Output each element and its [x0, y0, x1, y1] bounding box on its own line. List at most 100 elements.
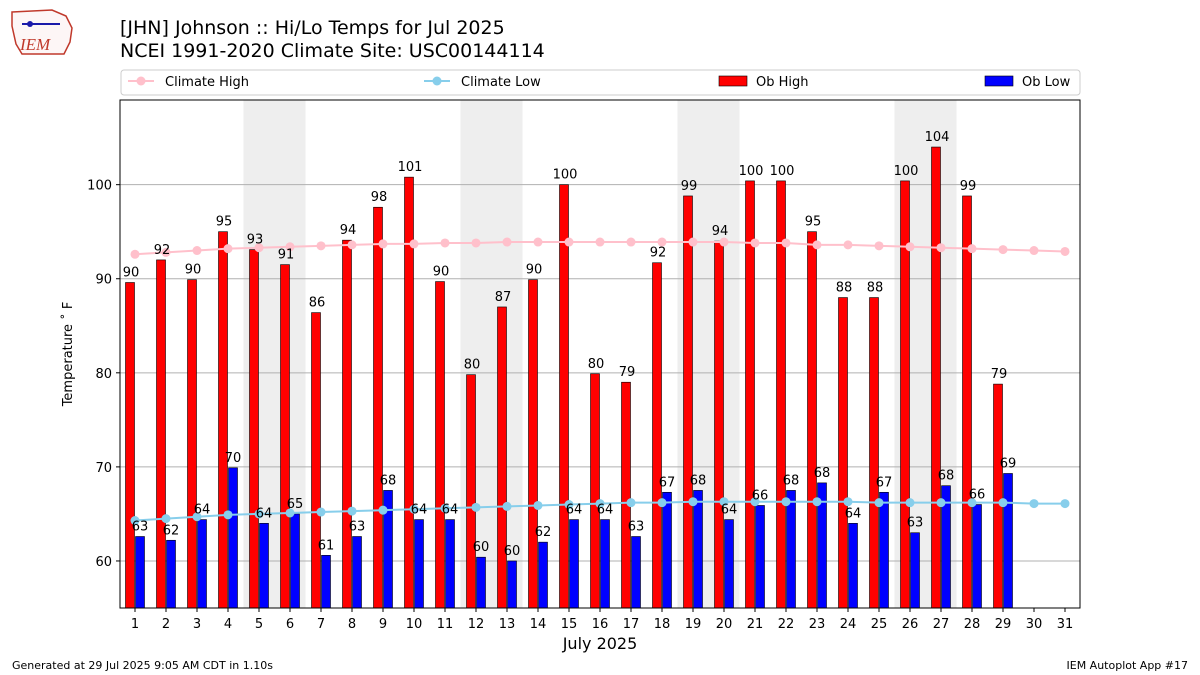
legend-label: Climate Low	[461, 75, 541, 90]
climate-low-point	[316, 507, 326, 517]
ob-low-bar	[290, 513, 300, 609]
ob-low-bar	[569, 519, 579, 609]
climate-low-point	[1060, 499, 1070, 509]
climate-high-point	[440, 238, 450, 248]
ob-low-bar	[321, 555, 331, 609]
climate-low-point	[285, 508, 295, 518]
ob-low-label: 65	[287, 497, 304, 512]
x-tick-label: 5	[255, 617, 263, 632]
x-axis-label: July 2025	[562, 634, 638, 653]
ob-high-label: 104	[925, 130, 950, 145]
ob-low-label: 64	[256, 506, 273, 521]
climate-high-point	[719, 237, 729, 247]
ob-high-bar	[683, 195, 693, 609]
ob-high-bar	[993, 383, 1003, 609]
climate-low-point	[440, 503, 450, 513]
ob-low-label: 68	[814, 466, 831, 481]
ob-high-bar	[714, 240, 724, 609]
iowa-outline-icon	[11, 9, 73, 55]
climate-low-point	[192, 512, 202, 522]
ob-high-label: 88	[867, 281, 884, 296]
legend: Climate High Climate Low Ob High Ob Low	[120, 69, 1081, 96]
ob-low-label: 64	[442, 503, 459, 518]
ob-low-bar	[538, 541, 548, 609]
ob-low-bar	[445, 519, 455, 609]
legend-label: Climate High	[165, 75, 249, 90]
ob-low-bar	[166, 539, 176, 609]
ob-high-label: 100	[894, 164, 919, 179]
climate-high-point	[905, 242, 915, 252]
x-tick-label: 29	[995, 617, 1012, 632]
climate-high-point	[595, 237, 605, 247]
climate-high-point	[967, 244, 977, 254]
ob-high-label: 79	[619, 365, 636, 380]
weekend-shade	[677, 100, 709, 608]
climate-low-point	[998, 498, 1008, 508]
ob-high-label: 99	[960, 179, 977, 194]
x-tick-label: 12	[468, 617, 485, 632]
ob-low-label: 63	[349, 520, 366, 535]
climate-low-point	[657, 498, 667, 508]
ob-low-bar	[476, 556, 486, 609]
bar-labels: 90 92 90 95 93 91 86 94 98 101 90 80 87 90 100 80 79 92 99…	[123, 130, 1017, 559]
climate-low-point	[967, 498, 977, 508]
ob-low-label: 64	[597, 503, 614, 518]
climate-high-point	[347, 240, 357, 250]
logo-text: IEM	[19, 35, 51, 54]
legend-item: Climate Low	[424, 75, 541, 90]
x-tick-label: 4	[224, 617, 232, 632]
weekend-shade	[274, 100, 306, 608]
ob-high-bar	[156, 259, 166, 609]
climate-low-point	[130, 516, 140, 526]
ob-low-label: 63	[132, 520, 149, 535]
climate-low-point	[874, 498, 884, 508]
ob-low-label: 68	[783, 473, 800, 488]
ob-high-bar	[466, 374, 476, 609]
y-tick-label: 90	[95, 273, 112, 288]
climate-high-point	[874, 241, 884, 251]
ob-high-bar	[962, 195, 972, 609]
gridlines	[120, 184, 1080, 562]
ob-high-label: 88	[836, 281, 853, 296]
weekend-shade	[491, 100, 523, 608]
climate-low-point	[595, 499, 605, 509]
weekend-shade	[243, 100, 275, 608]
ob-high-label: 98	[371, 190, 388, 205]
x-tick-label: 19	[685, 617, 702, 632]
x-tick-label: 20	[716, 617, 733, 632]
ob-low-label: 66	[752, 488, 769, 503]
ob-low-label: 68	[380, 473, 397, 488]
x-tick-label: 9	[379, 617, 387, 632]
ob-high-bar	[249, 249, 259, 609]
climate-high-point	[161, 247, 171, 257]
ob-high-label: 100	[553, 168, 578, 183]
ob-low-bar	[972, 504, 982, 609]
ob-high-label: 87	[495, 290, 512, 305]
ob-low-label: 64	[194, 503, 211, 518]
chart-subtitle: NCEI 1991-2020 Climate Site: USC00144114	[120, 40, 545, 62]
ob-low-label: 70	[225, 451, 242, 466]
climate-high-point	[936, 243, 946, 253]
ob-low-label: 67	[876, 475, 893, 490]
legend-item: Ob High	[718, 75, 809, 90]
climate-high-point	[812, 240, 822, 250]
ob-high-label: 91	[278, 248, 295, 263]
y-tick-label: 80	[95, 367, 112, 382]
x-tick-label: 7	[317, 617, 325, 632]
ob-high-label: 79	[991, 367, 1008, 382]
climate-high-point	[409, 239, 419, 249]
ob-high-label: 94	[712, 224, 729, 239]
climate-high-point	[1060, 246, 1070, 256]
x-tick-label: 2	[162, 617, 170, 632]
climate-low-point	[843, 497, 853, 507]
ob-low-bar	[197, 519, 207, 609]
ob-high-bar	[373, 206, 383, 609]
legend-swatch-icon	[718, 75, 748, 87]
x-tick-label: 14	[530, 617, 547, 632]
ob-low-bar	[631, 536, 641, 609]
ob-low-bar	[414, 519, 424, 609]
ob-high-bar	[218, 231, 228, 609]
ob-high-label: 90	[526, 263, 543, 278]
footer-app: IEM Autoplot App #17	[1066, 659, 1189, 672]
x-tick-label: 21	[747, 617, 764, 632]
